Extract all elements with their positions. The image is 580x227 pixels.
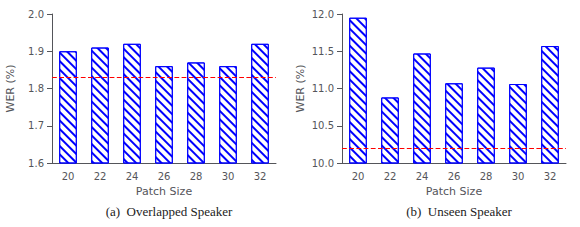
svg-text:1.9: 1.9	[28, 46, 44, 57]
svg-text:22: 22	[384, 171, 397, 182]
svg-text:11.5: 11.5	[312, 46, 334, 57]
svg-text:30: 30	[222, 171, 235, 182]
svg-text:(a) Overlapped Speaker: (a) Overlapped Speaker	[106, 204, 233, 219]
svg-text:WER (%): WER (%)	[294, 64, 307, 112]
svg-text:30: 30	[512, 171, 525, 182]
svg-text:20: 20	[62, 171, 75, 182]
svg-text:2.0: 2.0	[28, 9, 44, 20]
svg-text:1.7: 1.7	[28, 120, 44, 131]
svg-text:24: 24	[416, 171, 429, 182]
svg-text:26: 26	[448, 171, 461, 182]
svg-text:28: 28	[190, 171, 203, 182]
svg-text:24: 24	[126, 171, 139, 182]
svg-text:Patch Size: Patch Size	[426, 185, 483, 198]
svg-text:10.0: 10.0	[312, 158, 334, 169]
svg-text:11.0: 11.0	[312, 83, 334, 94]
svg-text:26: 26	[158, 171, 171, 182]
svg-text:20: 20	[352, 171, 365, 182]
svg-text:22: 22	[94, 171, 107, 182]
svg-text:10.5: 10.5	[312, 120, 334, 131]
svg-text:28: 28	[480, 171, 493, 182]
svg-text:32: 32	[544, 171, 557, 182]
svg-text:1.8: 1.8	[28, 83, 44, 94]
svg-text:Patch Size: Patch Size	[136, 185, 193, 198]
svg-text:1.6: 1.6	[28, 158, 44, 169]
svg-text:32: 32	[254, 171, 267, 182]
svg-text:(b) Unseen Speaker: (b) Unseen Speaker	[406, 204, 512, 219]
svg-text:WER (%): WER (%)	[4, 64, 17, 112]
svg-text:12.0: 12.0	[312, 9, 334, 20]
